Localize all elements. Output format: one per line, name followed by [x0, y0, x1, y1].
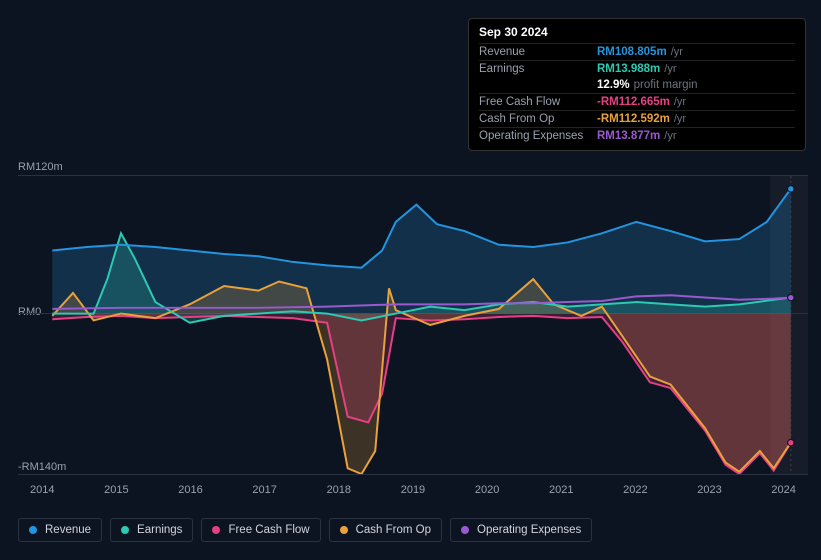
tooltip-pm-label: profit margin — [634, 79, 698, 91]
xaxis-tick: 2017 — [252, 484, 276, 496]
tooltip-value: RM13.877m — [597, 130, 660, 142]
tooltip-date: Sep 30 2024 — [479, 25, 795, 43]
xaxis-tick: 2020 — [475, 484, 499, 496]
tooltip-value: -RM112.665m — [597, 96, 670, 108]
legend-label: Free Cash Flow — [228, 524, 309, 536]
tooltip-unit: /yr — [664, 63, 676, 75]
tooltip-label: Free Cash Flow — [479, 96, 597, 108]
tooltip-label: Operating Expenses — [479, 130, 597, 142]
tooltip-value: -RM112.592m — [597, 113, 670, 125]
legend-label: Operating Expenses — [477, 524, 581, 536]
tooltip-label: Revenue — [479, 46, 597, 58]
tooltip-label: Cash From Op — [479, 113, 597, 125]
tooltip-unit: /yr — [664, 130, 676, 142]
legend-label: Cash From Op — [356, 524, 431, 536]
legend-dot-icon — [212, 526, 220, 534]
chart-tooltip: Sep 30 2024 RevenueRM108.805m/yrEarnings… — [468, 18, 806, 151]
tooltip-unit: /yr — [674, 113, 686, 125]
xaxis-tick: 2019 — [401, 484, 425, 496]
xaxis-tick: 2022 — [623, 484, 647, 496]
tooltip-unit: /yr — [671, 46, 683, 58]
yaxis-label-top: RM120m — [18, 161, 63, 173]
legend-item-opex[interactable]: Operating Expenses — [450, 518, 592, 542]
xaxis-tick: 2023 — [697, 484, 721, 496]
xaxis-tick: 2024 — [771, 484, 795, 496]
xaxis-tick: 2018 — [327, 484, 351, 496]
tooltip-value: RM108.805m — [597, 46, 667, 58]
chart-legend: Revenue Earnings Free Cash Flow Cash From O… — [18, 518, 592, 542]
plot-svg — [18, 176, 808, 474]
legend-item-cfo[interactable]: Cash From Op — [329, 518, 442, 542]
tooltip-row-opex: Operating ExpensesRM13.877m/yr — [479, 127, 795, 144]
tooltip-label: Earnings — [479, 63, 597, 75]
xaxis-tick: 2021 — [549, 484, 573, 496]
xaxis-tick: 2014 — [30, 484, 54, 496]
x-axis: 2014 2015 2016 2017 2018 2019 2020 2021 2022 2023… — [18, 480, 808, 496]
legend-label: Revenue — [45, 524, 91, 536]
legend-dot-icon — [29, 526, 37, 534]
tooltip-value: RM13.988m — [597, 63, 660, 75]
tooltip-row-earnings: EarningsRM13.988m/yr — [479, 60, 795, 77]
tooltip-row-cfo: Cash From Op-RM112.592m/yr — [479, 110, 795, 127]
tooltip-row-pm: 12.9% profit margin — [479, 77, 795, 93]
legend-dot-icon — [121, 526, 129, 534]
performance-chart[interactable]: RM120m RM0 -RM140m 201420152016201720182… — [18, 155, 808, 480]
legend-dot-icon — [461, 526, 469, 534]
legend-label: Earnings — [137, 524, 182, 536]
plot-area[interactable] — [18, 175, 808, 475]
tooltip-row-fcf: Free Cash Flow-RM112.665m/yr — [479, 93, 795, 110]
tooltip-pm-value: 12.9% — [597, 79, 630, 91]
tooltip-rows: RevenueRM108.805m/yrEarningsRM13.988m/yr… — [479, 43, 795, 144]
xaxis-tick: 2016 — [178, 484, 202, 496]
tooltip-row-revenue: RevenueRM108.805m/yr — [479, 43, 795, 60]
tooltip-unit: /yr — [674, 96, 686, 108]
legend-item-earnings[interactable]: Earnings — [110, 518, 193, 542]
legend-item-fcf[interactable]: Free Cash Flow — [201, 518, 320, 542]
legend-item-revenue[interactable]: Revenue — [18, 518, 102, 542]
legend-dot-icon — [340, 526, 348, 534]
xaxis-tick: 2015 — [104, 484, 128, 496]
